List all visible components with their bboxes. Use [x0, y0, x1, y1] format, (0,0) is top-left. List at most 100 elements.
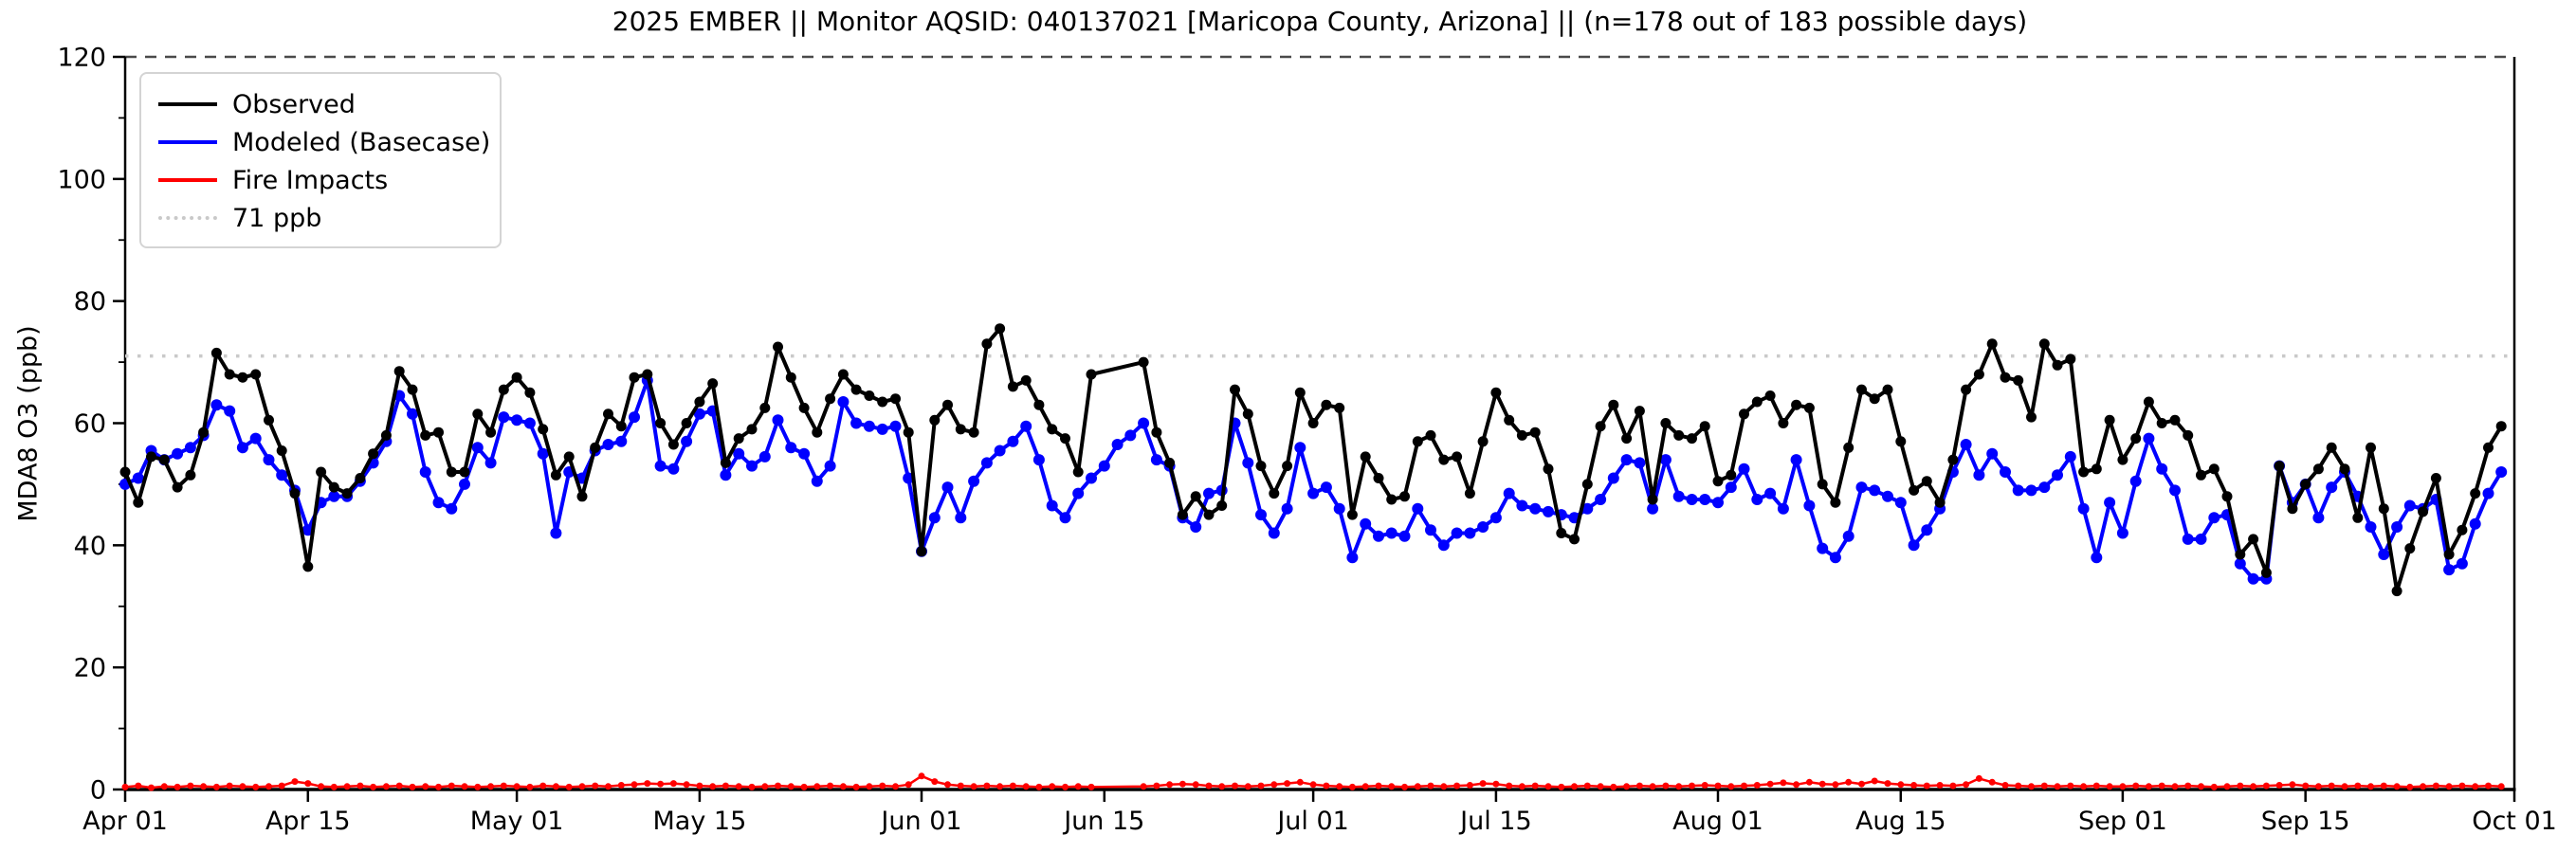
observed-series-marker	[1726, 469, 1737, 481]
modeled-basecase-series-marker	[432, 497, 445, 509]
modeled-basecase-series-marker	[1620, 454, 1633, 466]
fire-impacts-series-marker	[904, 781, 912, 789]
observed-series-marker	[1961, 384, 1972, 395]
x-tick-label: Aug 01	[1672, 807, 1763, 836]
modeled-basecase-series-marker	[484, 457, 497, 469]
modeled-basecase-series-marker	[224, 405, 236, 417]
observed-series-marker	[2221, 491, 2233, 502]
x-tick-label: Jul 01	[1275, 807, 1349, 836]
fire-impacts-series-marker	[2432, 782, 2439, 789]
observed-series-marker	[511, 372, 522, 383]
fire-impacts-series-marker	[617, 782, 625, 789]
observed-series-marker	[707, 378, 719, 390]
modeled-basecase-series-marker	[236, 442, 248, 454]
fire-impacts-series-marker	[409, 783, 416, 790]
modeled-basecase-series-marker	[2169, 484, 2181, 497]
observed-series-marker	[1490, 387, 1502, 398]
modeled-basecase-series-marker	[2403, 499, 2416, 512]
y-tick-label: 100	[57, 165, 106, 194]
observed-series-marker	[368, 448, 379, 460]
fire-impacts-series-marker	[866, 783, 873, 790]
fire-impacts-series-marker	[1818, 780, 1826, 788]
modeled-basecase-series-marker	[1046, 499, 1058, 512]
y-tick-label: 20	[74, 654, 106, 683]
fire-impacts-series-marker	[2406, 783, 2414, 790]
modeled-basecase-series-marker	[184, 442, 196, 454]
observed-series-marker	[2404, 543, 2416, 554]
observed-series-marker	[1843, 442, 1854, 453]
observed-series-marker	[224, 369, 235, 380]
fire-impacts-series-marker	[1884, 780, 1891, 788]
observed-series-marker	[995, 323, 1006, 335]
fire-impacts-series-marker	[2367, 783, 2374, 790]
fire-impacts-series-marker	[239, 783, 247, 790]
observed-series-marker	[1360, 451, 1371, 463]
observed-series-marker	[2038, 338, 2050, 350]
modeled-basecase-series-marker	[1281, 502, 1293, 515]
fire-impacts-series-marker	[852, 783, 860, 790]
observed-series-marker	[720, 457, 731, 468]
observed-series-marker	[2391, 586, 2402, 597]
observed-series-marker	[1438, 454, 1450, 465]
modeled-basecase-series-marker	[1320, 481, 1332, 494]
observed-series-marker	[812, 426, 823, 438]
fire-impacts-series-marker	[1780, 779, 1787, 787]
modeled-basecase-series-marker	[523, 417, 536, 429]
observed-series-marker	[746, 424, 758, 435]
observed-series-marker	[1909, 484, 1920, 496]
fire-impacts-series-marker	[1296, 778, 1304, 786]
observed-series-marker	[459, 466, 470, 478]
fire-impacts-series-marker	[1035, 783, 1043, 790]
observed-series-marker	[1464, 488, 1475, 499]
modeled-basecase-series-marker	[263, 454, 275, 466]
modeled-basecase-series-marker	[2064, 450, 2076, 463]
observed-series-marker	[1504, 414, 1515, 426]
fire-impacts-series-marker	[500, 782, 507, 789]
modeled-basecase-series-marker	[955, 512, 967, 524]
observed-series-marker	[1516, 429, 1527, 441]
fire-impacts-series-marker	[226, 782, 233, 789]
fire-impacts-series-marker	[356, 782, 364, 789]
modeled-basecase-series-marker	[1764, 487, 1777, 499]
fire-impacts-series-marker	[1936, 782, 1944, 789]
fire-impacts-series-marker	[291, 778, 299, 786]
fire-impacts-series-marker	[722, 782, 729, 789]
modeled-basecase-series-marker	[2208, 512, 2220, 524]
modeled-basecase-series-marker	[968, 475, 980, 487]
observed-series-marker	[355, 473, 366, 483]
modeled-basecase-series-marker	[785, 442, 797, 454]
observed-series-marker	[119, 466, 131, 478]
modeled-basecase-series-marker	[1360, 517, 1372, 530]
observed-series-marker	[302, 561, 314, 572]
fire-impacts-series-marker	[2380, 782, 2387, 789]
observed-series-marker	[590, 442, 601, 453]
modeled-basecase-series-marker	[2391, 521, 2403, 533]
modeled-basecase-series-marker	[1268, 527, 1280, 539]
modeled-basecase-series-marker	[407, 408, 418, 420]
fire-impacts-series-marker	[630, 781, 638, 789]
observed-series-marker	[1921, 476, 1932, 487]
fire-impacts-series-marker	[2210, 783, 2218, 790]
modeled-basecase-series-marker	[615, 435, 628, 447]
observed-series-marker	[955, 424, 966, 435]
observed-series-marker	[2483, 442, 2494, 453]
fire-impacts-series-marker	[121, 783, 129, 790]
legend-item-fire: Fire Impacts	[151, 161, 490, 199]
modeled-basecase-series-marker	[1398, 530, 1411, 542]
fire-impacts-series-marker	[1741, 782, 1747, 789]
observed-series-marker	[1712, 476, 1724, 487]
observed-series-marker	[1334, 402, 1345, 413]
fire-impacts-series-marker	[696, 782, 703, 789]
modeled-basecase-series-marker	[1634, 457, 1646, 469]
modeled-basecase-series-marker	[1725, 481, 1737, 494]
observed-series-marker	[472, 408, 484, 420]
fire-impacts-series-marker	[2067, 782, 2074, 789]
observed-series-marker	[1660, 418, 1672, 428]
modeled-basecase-series-marker	[498, 411, 510, 424]
modeled-basecase-series-marker	[2469, 517, 2481, 530]
fire-impacts-series-marker	[2354, 782, 2362, 789]
modeled-basecase-series-marker	[1842, 530, 1854, 542]
observed-series-marker	[1255, 461, 1267, 472]
modeled-basecase-series-marker	[2156, 463, 2168, 475]
fire-impacts-series-marker	[2028, 783, 2035, 790]
